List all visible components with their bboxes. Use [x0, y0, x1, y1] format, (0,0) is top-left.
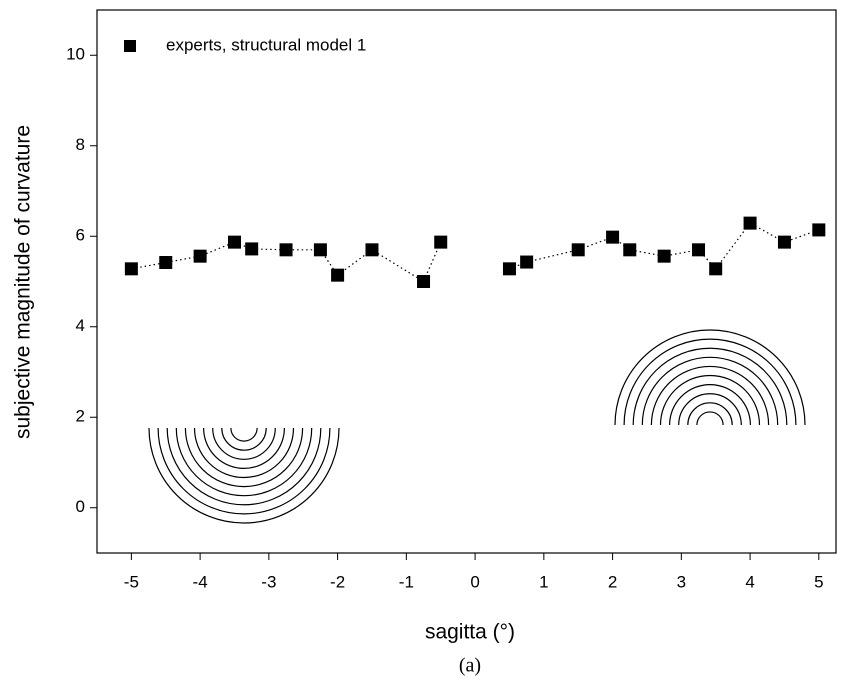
marker — [159, 255, 173, 269]
marker — [692, 243, 706, 257]
marker — [709, 262, 723, 276]
marker — [417, 275, 431, 288]
marker — [520, 255, 534, 269]
y-tick-label: 4 — [76, 316, 85, 335]
marker — [571, 243, 585, 257]
x-tick-label: -5 — [124, 572, 139, 591]
y-axis-title: subjective magnitude of curvature — [12, 125, 35, 439]
arc — [193, 427, 295, 479]
semicircle-icons — [148, 329, 806, 524]
arc — [696, 411, 724, 426]
x-tick-label: -4 — [193, 572, 208, 591]
marker — [623, 243, 637, 257]
marker — [245, 242, 259, 256]
x-tick-label: -1 — [399, 572, 414, 591]
marker — [606, 230, 620, 244]
arc — [687, 402, 733, 426]
arc — [632, 347, 788, 426]
legend-marker — [124, 40, 136, 52]
marker — [434, 235, 448, 249]
x-tick-label: 5 — [814, 572, 823, 591]
arc — [175, 427, 313, 497]
y-tick-label: 6 — [76, 226, 85, 245]
arc — [212, 427, 276, 460]
marker — [279, 243, 293, 257]
arc — [184, 427, 304, 488]
arc — [678, 393, 742, 426]
x-tick-label: 1 — [539, 572, 548, 591]
arc — [230, 427, 258, 442]
arc — [659, 374, 761, 426]
y-tick-label: 8 — [76, 135, 85, 154]
y-tick-label: 10 — [66, 45, 85, 64]
arc — [650, 365, 770, 426]
arc — [641, 356, 779, 426]
marker — [124, 262, 138, 276]
x-axis-title: sagitta (°) — [425, 621, 515, 644]
x-tick-label: 3 — [677, 572, 686, 591]
y-tick-label: 2 — [76, 407, 85, 426]
arc — [203, 427, 285, 469]
arc — [166, 427, 322, 506]
marker — [313, 243, 327, 257]
arc — [669, 384, 751, 426]
marker — [812, 223, 826, 237]
marker — [365, 243, 379, 257]
marker — [657, 249, 671, 263]
x-tick-label: 4 — [745, 572, 754, 591]
x-tick-label: -3 — [261, 572, 276, 591]
arc — [221, 427, 267, 451]
x-tick-label: 2 — [608, 572, 617, 591]
marker — [743, 216, 757, 230]
marker — [502, 262, 516, 276]
y-tick-label: 0 — [76, 497, 85, 516]
x-tick-label: 0 — [470, 572, 479, 591]
marker — [777, 235, 791, 249]
marker — [193, 249, 207, 263]
marker — [227, 235, 241, 249]
legend-label: experts, structural model 1 — [166, 35, 366, 54]
arc — [157, 427, 331, 515]
plot-frame — [96, 9, 837, 554]
x-tick-label: -2 — [330, 572, 345, 591]
marker — [331, 268, 345, 282]
arc — [623, 338, 797, 426]
caption: (a) — [459, 655, 481, 677]
arc — [614, 329, 806, 426]
arc — [148, 427, 340, 524]
